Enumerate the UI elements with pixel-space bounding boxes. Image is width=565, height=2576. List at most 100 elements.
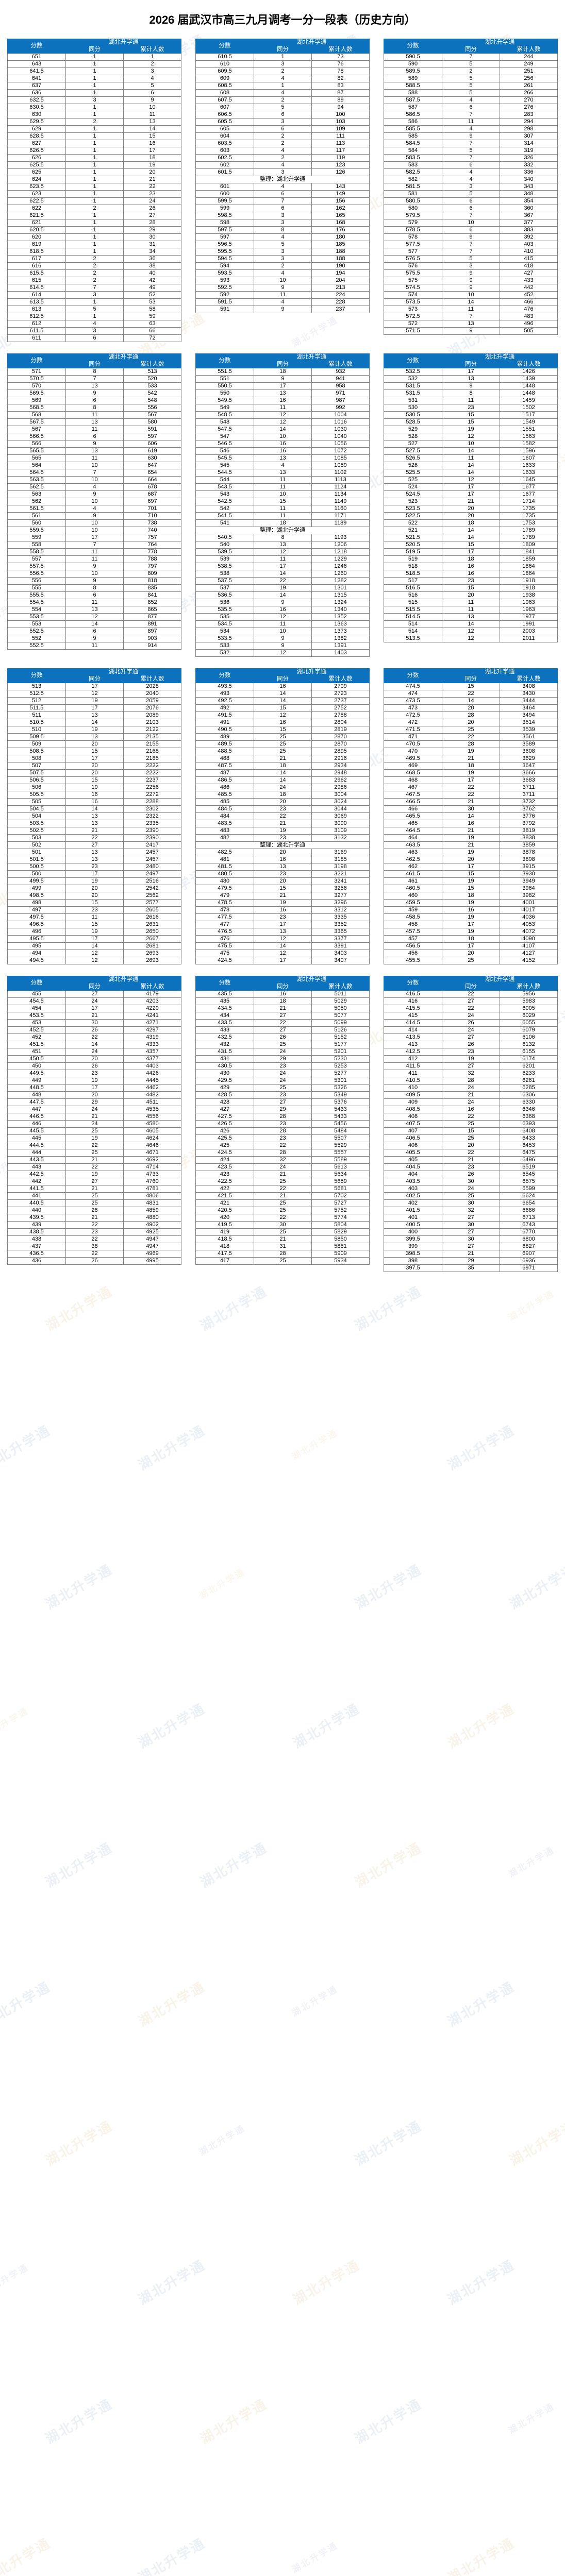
cell-cumulative: 123 [311, 161, 370, 170]
cell-cumulative: 2497 [123, 870, 181, 878]
cell-cumulative: 2616 [123, 913, 181, 922]
cell-same-score: 1 [65, 168, 124, 177]
cell-cumulative: 4760 [123, 1178, 181, 1186]
table-row: 556.5 10 809 [7, 570, 181, 578]
cell-score: 399 [384, 1243, 442, 1251]
cell-score: 494.5 [7, 957, 66, 965]
cell-cumulative: 3352 [311, 921, 370, 929]
table-row: 599.5 7 156 [195, 197, 370, 206]
table-block: 分数 湖北升学通 同分 累计人数 513 17 2028 512.5 12 2040 512 19 20… [0, 668, 565, 965]
cell-cumulative: 2122 [123, 726, 181, 734]
cell-cumulative: 5301 [311, 1077, 370, 1085]
cell-score: 507 [7, 762, 66, 770]
cell-same-score: 2 [254, 67, 312, 76]
table-row: 485.5 18 3004 [195, 791, 370, 799]
cell-cumulative: 835 [123, 584, 181, 592]
cell-same-score: 22 [442, 733, 500, 741]
cell-same-score: 19 [442, 928, 500, 936]
table-row: 498 15 2577 [7, 899, 181, 907]
cell-same-score: 4 [254, 75, 312, 83]
cell-cumulative: 2562 [123, 892, 181, 900]
table-row: 574 10 452 [384, 291, 558, 299]
watermark-text: 湖北升学通 [135, 2535, 208, 2576]
cell-score: 589 [384, 75, 442, 83]
cell-score: 503.5 [7, 820, 66, 828]
cell-same-score: 3 [254, 248, 312, 256]
cell-same-score: 22 [254, 1214, 312, 1222]
cell-same-score: 2 [254, 154, 312, 162]
cell-same-score: 2 [254, 262, 312, 270]
table-row: 512.5 12 2040 [7, 690, 181, 698]
cell-score: 422.5 [195, 1178, 254, 1186]
cell-same-score: 27 [65, 841, 124, 850]
cell-cumulative: 1426 [500, 368, 558, 376]
column-header-brand: 湖北升学通 [65, 976, 181, 984]
table-row: 570 13 533 [7, 382, 181, 391]
table-row: 592.5 9 213 [195, 284, 370, 292]
table-row: 607 5 94 [195, 104, 370, 112]
cell-cumulative: 3776 [500, 812, 558, 821]
table-row: 442 27 4760 [7, 1178, 181, 1186]
table-row: 570.5 7 520 [7, 375, 181, 383]
cell-same-score: 3 [254, 255, 312, 263]
cell-score: 440 [7, 1207, 66, 1215]
cell-score: 532 [195, 649, 254, 657]
cell-same-score: 25 [254, 1257, 312, 1265]
cell-cumulative: 2516 [123, 877, 181, 886]
cell-score: 426.5 [195, 1120, 254, 1128]
cell-same-score: 15 [254, 726, 312, 734]
cell-cumulative: 21 [123, 176, 181, 184]
table-row: 510.5 14 2103 [7, 719, 181, 727]
cell-cumulative: 2693 [123, 957, 181, 965]
cell-cumulative: 6713 [500, 1214, 558, 1222]
cell-same-score: 16 [65, 798, 124, 806]
table-row: 630 1 11 [7, 111, 181, 119]
cell-same-score: 23 [442, 1163, 500, 1172]
cell-score: 475.5 [195, 942, 254, 951]
score-distribution-table: 分数 湖北升学通 同分 累计人数 651 1 1 643 1 2 641.5 1 3 641 1 4 637 1 5… [7, 39, 181, 343]
cell-cumulative: 6330 [500, 1098, 558, 1107]
column-header-cumulative: 累计人数 [123, 361, 181, 369]
cell-same-score: 8 [254, 534, 312, 542]
cell-same-score: 12 [65, 690, 124, 698]
cell-same-score: 16 [254, 856, 312, 864]
cell-same-score: 6 [65, 628, 124, 636]
table-row: 421.5 21 5702 [195, 1192, 370, 1200]
cell-same-score: 24 [254, 784, 312, 792]
table-row: 459 16 4017 [384, 906, 558, 914]
table-row: 478.5 19 3296 [195, 899, 370, 907]
cell-score: 483 [195, 827, 254, 835]
cell-score: 538.5 [195, 563, 254, 571]
table-row: 589.5 2 251 [384, 67, 558, 76]
cell-same-score: 13 [442, 613, 500, 621]
cell-same-score: 21 [442, 1156, 500, 1164]
cell-cumulative: 5829 [311, 1228, 370, 1236]
cell-score: 493 [195, 690, 254, 698]
table-row: 538.5 17 1246 [195, 563, 370, 571]
table-row: 529 19 1551 [384, 426, 558, 434]
cell-score: 477.5 [195, 913, 254, 922]
cell-same-score: 7 [65, 469, 124, 477]
cell-same-score: 3 [254, 212, 312, 220]
cell-same-score: 24 [442, 1098, 500, 1107]
column-header-same-score: 同分 [65, 675, 124, 684]
table-row: 588.5 5 261 [384, 82, 558, 90]
cell-same-score: 21 [442, 755, 500, 763]
cell-same-score: 23 [65, 1228, 124, 1236]
table-row: 472 20 3514 [384, 719, 558, 727]
table-row: 623.5 1 22 [7, 183, 181, 191]
cell-cumulative: 185 [311, 241, 370, 249]
table-row: 601.5 3 126 [195, 168, 370, 177]
cell-cumulative: 1301 [311, 584, 370, 592]
table-row: 513.5 12 2011 [384, 635, 558, 643]
table-row: 574.5 9 442 [384, 284, 558, 292]
cell-score: 406 [384, 1142, 442, 1150]
cell-same-score: 6 [254, 125, 312, 133]
table-row: 593.5 4 194 [195, 269, 370, 278]
table-row: 432.5 26 5152 [195, 1033, 370, 1042]
cell-score: 492 [195, 704, 254, 713]
cell-cumulative: 740 [123, 527, 181, 535]
table-row: 581 5 348 [384, 190, 558, 198]
cell-same-score: 27 [442, 1228, 500, 1236]
cell-same-score: 21 [442, 841, 500, 850]
